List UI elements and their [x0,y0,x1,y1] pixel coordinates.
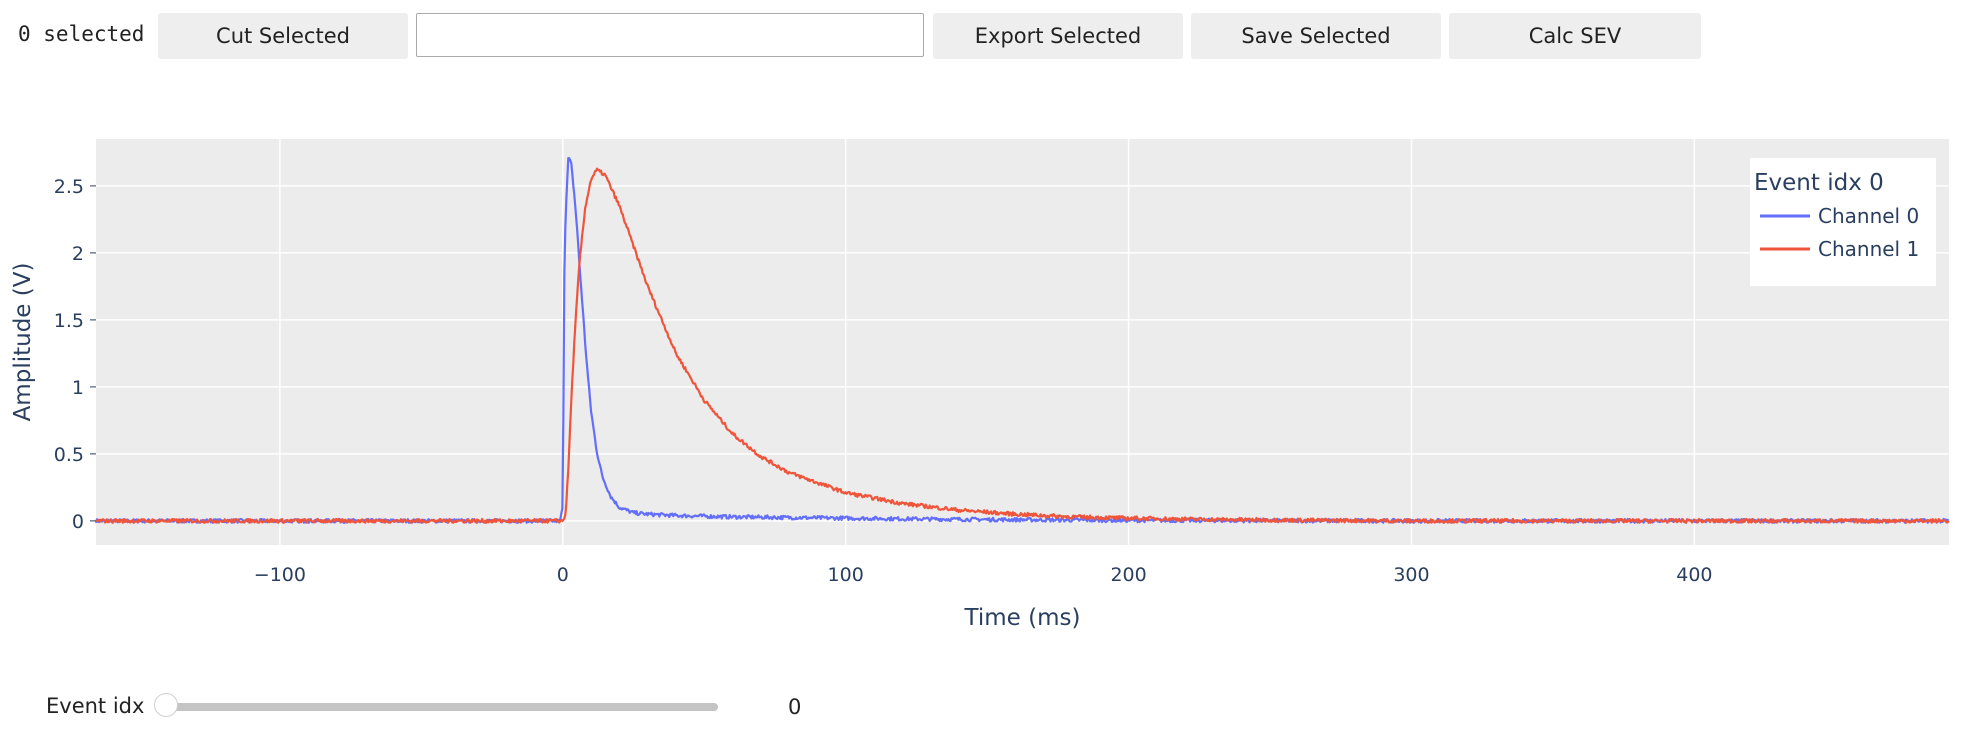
x-tick-label: 200 [1110,564,1146,586]
calc-sev-button[interactable]: Calc SEV [1449,13,1701,59]
x-tick-label: 300 [1393,564,1429,586]
x-tick-label: 400 [1676,564,1712,586]
series-layer [94,156,1950,524]
text-input[interactable] [416,13,924,57]
legend-label: Channel 0 [1818,204,1919,228]
slider-value: 0 [788,695,802,719]
legend-label: Channel 1 [1818,237,1919,261]
legend[interactable]: Event idx 0 Channel 0 Channel 1 [1750,158,1936,286]
export-selected-button[interactable]: Export Selected [933,13,1183,59]
cut-selected-button[interactable]: Cut Selected [158,13,408,59]
legend-item-channel-1[interactable]: Channel 1 [1760,237,1919,261]
y-tick-label: 0.5 [54,444,84,466]
y-tick-label: 2 [72,243,84,265]
slider-label: Event idx [46,694,145,718]
toolbar: 0 selected Cut Selected Export Selected … [0,0,1962,70]
event-slider: Event idx 0 [0,685,900,725]
x-tick-label: 0 [557,564,569,586]
slider-track[interactable] [160,703,718,711]
slider-handle[interactable] [154,693,178,717]
save-selected-button[interactable]: Save Selected [1191,13,1441,59]
y-axis-title: Amplitude (V) [10,263,36,422]
ticks: −100 0 100 200 300 400 0 0.5 1 1.5 2 2.5 [54,176,1713,586]
legend-item-channel-0[interactable]: Channel 0 [1760,204,1919,228]
legend-title: Event idx 0 [1754,170,1884,196]
y-tick-label: 1.5 [54,310,84,332]
series-line-channel-1[interactable] [95,167,1950,524]
y-tick-label: 0 [72,511,84,533]
y-tick-label: 2.5 [54,176,84,198]
selected-count: 0 selected [18,22,145,46]
x-tick-label: 100 [828,564,864,586]
y-tick-label: 1 [72,377,84,399]
x-axis-title: Time (ms) [964,605,1081,631]
plot-area[interactable] [96,139,1949,545]
x-tick-label: −100 [254,564,306,586]
legend-box [1750,158,1936,286]
